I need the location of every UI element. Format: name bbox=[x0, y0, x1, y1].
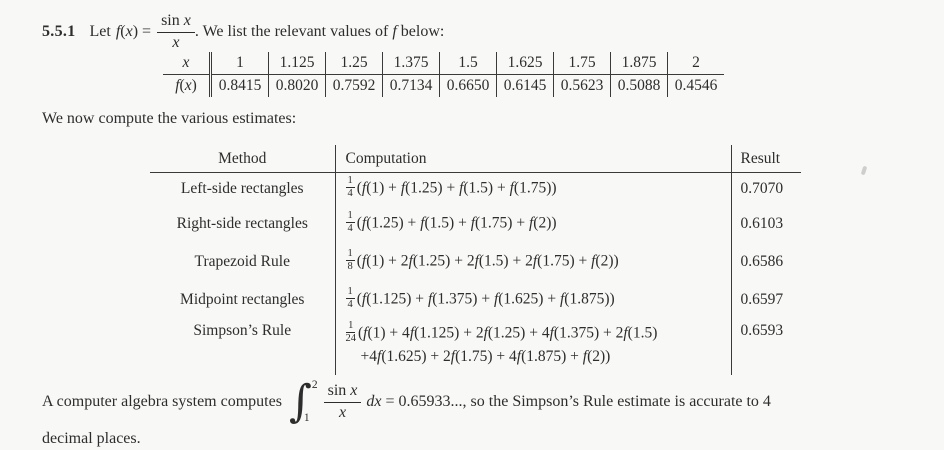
x-value-cell: 1.625 bbox=[496, 52, 554, 75]
definite-integral: ∫ 2 1 bbox=[289, 379, 318, 425]
computation-column-header: Computation bbox=[335, 145, 732, 173]
result-value: 0.7070 bbox=[740, 179, 784, 197]
table-row: Trapezoid Rule 1 8 (f(1) + 2f(1.25) + 2f(1… bbox=[150, 242, 801, 281]
conclusion-line2: decimal places. bbox=[42, 430, 141, 447]
fx-value-cell: 0.8020 bbox=[268, 74, 326, 97]
fx-value-cell: 0.5623 bbox=[553, 74, 611, 97]
fraction-numerator: sin x bbox=[157, 12, 195, 33]
table-row: Left-side rectangles 1 4 (f(1) + f(1.25) +… bbox=[150, 172, 801, 205]
fx-row-label: f(x) bbox=[163, 74, 212, 97]
fx-value-cell: 0.7134 bbox=[382, 74, 440, 97]
estimates-intro-text: We now compute the various estimates: bbox=[42, 110, 297, 127]
fx-value-cell: 0.6650 bbox=[439, 74, 497, 97]
fx-value-cell: 0.6145 bbox=[496, 74, 554, 97]
sinx-over-x-fraction: sin x x bbox=[323, 382, 362, 422]
fx-value-cell: 0.4546 bbox=[667, 74, 724, 97]
intro-lead: Let bbox=[89, 23, 111, 40]
x-values-row: x 1 1.125 1.25 1.375 1.5 1.625 1.75 1.87… bbox=[163, 52, 724, 75]
result-value: 0.6597 bbox=[740, 290, 784, 308]
x-value-cell: 2 bbox=[667, 52, 724, 75]
computation-expression: 1 4 (f(1.25) + f(1.5) + f(1.75) + f(2)) bbox=[345, 209, 557, 234]
method-name: Left-side rectangles bbox=[150, 172, 336, 205]
integral-upper-limit: 2 bbox=[311, 379, 318, 391]
x-value-cell: 1.125 bbox=[268, 52, 326, 75]
x-value-cell: 1.375 bbox=[382, 52, 440, 75]
function-values-table: x 1 1.125 1.25 1.375 1.5 1.625 1.75 1.87… bbox=[163, 52, 724, 97]
intro-continuation: . We list the relevant values of f below… bbox=[194, 23, 445, 40]
x-row-label: x bbox=[163, 52, 212, 75]
estimates-table: Method Computation Result Left-side rect… bbox=[150, 145, 801, 375]
fx-value-cell: 0.7592 bbox=[325, 74, 383, 97]
estimates-header-row: Method Computation Result bbox=[150, 145, 801, 173]
x-value-cell: 1 bbox=[210, 52, 269, 75]
method-name: Simpson’s Rule bbox=[150, 318, 336, 375]
method-column-header: Method bbox=[150, 145, 336, 173]
scan-speck bbox=[860, 165, 868, 176]
computation-cell: 1 4 (f(1.25) + f(1.5) + f(1.75) + f(2)) bbox=[335, 204, 732, 243]
table-row: Midpoint rectangles 1 4 (f(1.125) + f(1.37… bbox=[150, 280, 801, 319]
x-value-cell: 1.875 bbox=[610, 52, 668, 75]
computation-cell: 1 4 (f(1.125) + f(1.375) + f(1.625) + f(1.… bbox=[335, 280, 732, 319]
coefficient-fraction: 1 24 bbox=[345, 319, 357, 344]
fraction-denominator: x bbox=[338, 403, 347, 421]
method-name: Right-side rectangles bbox=[150, 204, 336, 243]
computation-expression: 1 8 (f(1) + 2f(1.25) + 2f(1.5) + 2f(1.75) … bbox=[345, 247, 619, 272]
fx-values-row: f(x) 0.8415 0.8020 0.7592 0.7134 0.6650 … bbox=[163, 74, 724, 97]
x-value-cell: 1.75 bbox=[553, 52, 611, 75]
fx-value-cell: 0.5088 bbox=[610, 74, 668, 97]
sinx-over-x-fraction: sin x x bbox=[157, 12, 195, 52]
method-name: Trapezoid Rule bbox=[150, 242, 336, 281]
result-value: 0.6586 bbox=[740, 252, 784, 270]
conclusion-line1: A computer algebra system computes ∫ 2 1… bbox=[42, 376, 922, 428]
fraction-numerator: sin x bbox=[323, 382, 362, 403]
integral-lower-limit: 1 bbox=[303, 411, 310, 424]
integral-sign-icon: ∫ bbox=[288, 376, 312, 427]
problem-number: 5.5.1 bbox=[42, 23, 76, 40]
fx-value-cell: 0.8415 bbox=[218, 77, 262, 94]
computation-expression: 1 4 (f(1.125) + f(1.375) + f(1.625) + f(1.… bbox=[345, 285, 615, 310]
table-row: Right-side rectangles 1 4 (f(1.25) + f(1.5… bbox=[150, 204, 801, 243]
x-value-cell: 1.25 bbox=[325, 52, 383, 75]
computation-cell: 1 24 (f(1) + 4f(1.125) + 2f(1.25) + 4f(1.3… bbox=[335, 318, 732, 375]
problem-intro: 5.5.1 Let f(x) = sin x x . We list the r… bbox=[42, 6, 444, 58]
computation-expression: 1 4 (f(1) + f(1.25) + f(1.5) + f(1.75)) bbox=[345, 174, 557, 200]
integral-limits: 2 1 bbox=[304, 379, 318, 424]
result-value: 0.6593 bbox=[740, 321, 784, 339]
conclusion-paragraph: A computer algebra system computes ∫ 2 1… bbox=[42, 376, 922, 448]
function-definition: f(x) = bbox=[115, 23, 152, 40]
result-column-header: Result bbox=[731, 145, 801, 173]
computation-expression-line2: +4f(1.625) + 2f(1.75) + 4f(1.875) + f(2)… bbox=[360, 347, 611, 365]
computation-expression: 1 24 (f(1) + 4f(1.125) + 2f(1.25) + 4f(1.3… bbox=[345, 319, 658, 344]
computation-cell: 1 8 (f(1) + 2f(1.25) + 2f(1.5) + 2f(1.75) … bbox=[335, 242, 732, 281]
table-row: Simpson’s Rule 1 24 (f(1) + 4f(1.125) + 2f… bbox=[150, 318, 801, 375]
conclusion-text-before: A computer algebra system computes bbox=[42, 393, 282, 410]
result-value: 0.6103 bbox=[740, 214, 784, 232]
x-value-cell: 1.5 bbox=[439, 52, 497, 75]
fraction-denominator: x bbox=[172, 33, 180, 51]
method-name: Midpoint rectangles bbox=[150, 280, 336, 319]
conclusion-text-after: dx = 0.65933..., so the Simpson’s Rule e… bbox=[366, 393, 771, 410]
computation-cell: 1 4 (f(1) + f(1.25) + f(1.5) + f(1.75)) bbox=[335, 172, 732, 205]
